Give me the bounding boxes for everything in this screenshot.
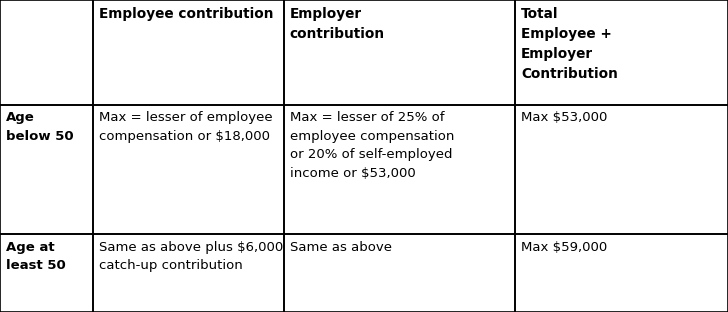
- Text: Total
Employee +
Employer
Contribution: Total Employee + Employer Contribution: [521, 7, 618, 81]
- Bar: [515, 0, 728, 105]
- Text: Max = lesser of 25% of
employee compensation
or 20% of self-employed
income or $: Max = lesser of 25% of employee compensa…: [290, 111, 454, 180]
- Bar: [284, 234, 515, 312]
- Bar: [515, 105, 728, 234]
- Bar: [93, 105, 284, 234]
- Bar: [93, 234, 284, 312]
- Text: Max = lesser of employee
compensation or $18,000: Max = lesser of employee compensation or…: [99, 111, 272, 143]
- Bar: [284, 105, 515, 234]
- Bar: [93, 0, 284, 105]
- Text: Max $53,000: Max $53,000: [521, 111, 608, 124]
- Bar: [0, 0, 93, 105]
- Text: Same as above plus $6,000
catch-up contribution: Same as above plus $6,000 catch-up contr…: [99, 241, 283, 272]
- Bar: [284, 0, 515, 105]
- Text: Employee contribution: Employee contribution: [99, 7, 274, 21]
- Text: Age at
least 50: Age at least 50: [6, 241, 66, 272]
- Bar: [0, 105, 93, 234]
- Text: Age
below 50: Age below 50: [6, 111, 74, 143]
- Text: Max $59,000: Max $59,000: [521, 241, 607, 254]
- Bar: [0, 234, 93, 312]
- Text: Employer
contribution: Employer contribution: [290, 7, 385, 41]
- Bar: [515, 234, 728, 312]
- Text: Same as above: Same as above: [290, 241, 392, 254]
